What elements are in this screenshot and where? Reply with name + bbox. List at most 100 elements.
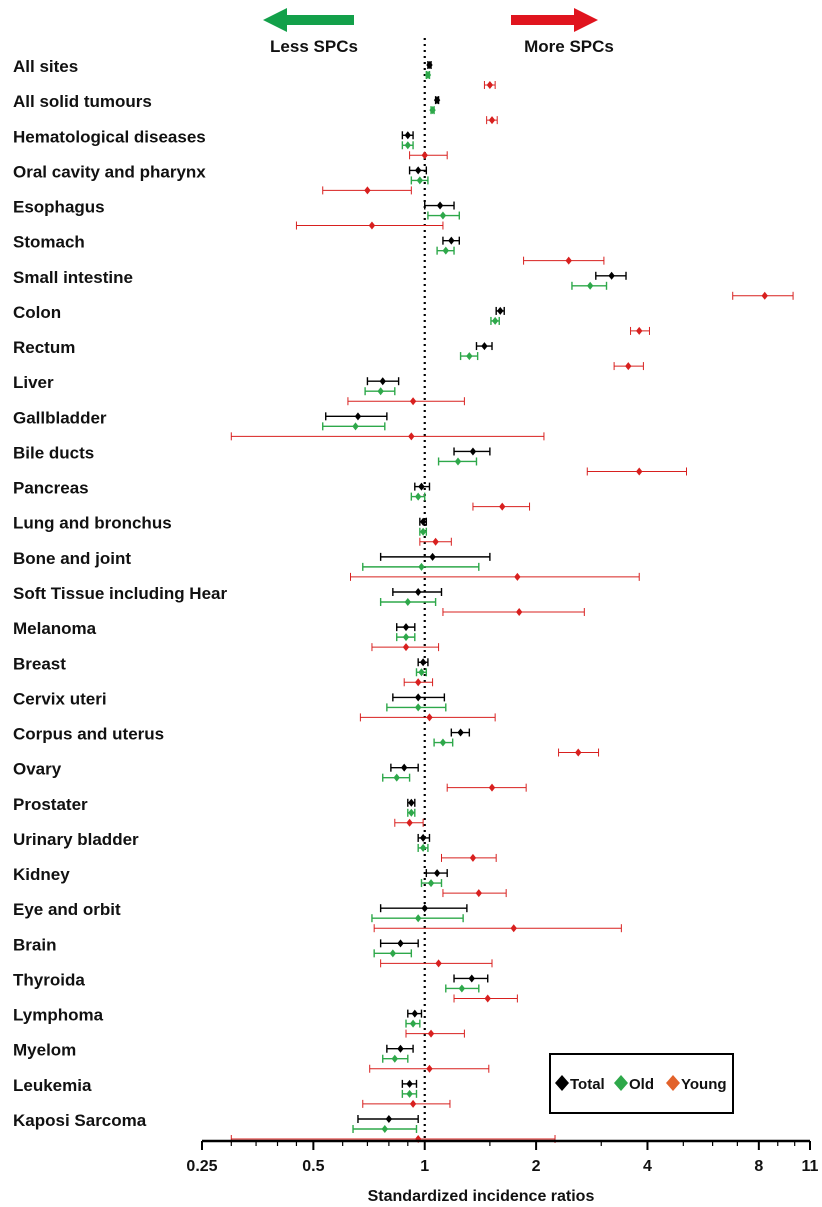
- point-young: [499, 502, 506, 511]
- legend-item-young: Young: [666, 1075, 727, 1093]
- point-young: [484, 994, 491, 1003]
- x-tick-label: 4: [643, 1158, 652, 1175]
- point-young: [427, 1029, 435, 1038]
- point-old: [424, 71, 432, 79]
- point-total: [436, 201, 444, 210]
- forest-rows: [230, 61, 794, 1143]
- ci-total: [357, 1115, 419, 1123]
- category-label: Lung and bronchus: [13, 514, 172, 533]
- point-young: [761, 291, 768, 300]
- legend-label: Young: [681, 1076, 727, 1093]
- point-old: [409, 1019, 417, 1028]
- ci-old: [364, 387, 396, 396]
- point-old: [389, 949, 397, 958]
- point-total: [481, 342, 488, 351]
- category-label: Gallbladder: [13, 408, 107, 427]
- category-label: Bile ducts: [13, 443, 94, 462]
- point-total: [468, 974, 475, 983]
- ci-total: [414, 482, 431, 491]
- point-total: [433, 869, 441, 878]
- point-total: [469, 447, 477, 456]
- point-young: [409, 397, 417, 406]
- ci-total: [407, 798, 416, 807]
- ci-old: [410, 176, 429, 185]
- category-label: Breast: [13, 654, 66, 673]
- category-label: Small intestine: [13, 268, 133, 287]
- green-left-arrow-icon: [263, 8, 354, 32]
- point-old: [408, 808, 415, 817]
- point-old: [416, 176, 424, 185]
- ci-total: [408, 166, 428, 175]
- ci-old: [373, 949, 413, 958]
- ci-total: [495, 306, 505, 315]
- less-spcs-label: Less SPCs: [270, 37, 358, 56]
- point-young: [515, 608, 523, 616]
- ci-old: [386, 703, 447, 712]
- point-total: [402, 623, 410, 632]
- ci-old: [379, 598, 437, 606]
- ci-young: [732, 291, 794, 300]
- ci-old: [417, 843, 429, 852]
- ci-young: [230, 432, 545, 441]
- ci-old: [407, 808, 416, 817]
- legend-marker-icon: [614, 1075, 628, 1091]
- ci-total: [407, 1009, 423, 1018]
- ci-total: [401, 131, 414, 140]
- x-axis-title: Standardized incidence ratios: [368, 1188, 595, 1205]
- legend-item-old: Old: [614, 1075, 654, 1093]
- point-total: [400, 763, 408, 772]
- point-total: [354, 412, 362, 421]
- legend-item-total: Total: [555, 1075, 605, 1093]
- category-label: Oral cavity and pharynx: [13, 162, 206, 181]
- category-labels: All sites All solid tumours Hematological …: [13, 57, 227, 1130]
- point-old: [404, 598, 412, 606]
- ci-total: [366, 377, 400, 386]
- category-label: Thyroida: [13, 970, 85, 989]
- x-tick-label: 8: [754, 1158, 763, 1175]
- ci-young: [441, 853, 497, 862]
- category-label: Lymphoma: [13, 1006, 104, 1025]
- ci-old: [371, 914, 464, 923]
- ci-total: [417, 833, 431, 842]
- point-old: [458, 984, 466, 993]
- point-young: [636, 326, 643, 335]
- category-label: Kaposi Sarcoma: [13, 1111, 147, 1130]
- ci-old: [571, 281, 608, 290]
- ci-young: [347, 397, 465, 406]
- ci-young: [613, 362, 644, 371]
- point-old: [418, 668, 425, 677]
- category-label: Leukemia: [13, 1076, 92, 1095]
- legend-label: Total: [570, 1076, 605, 1093]
- category-label: Ovary: [13, 760, 62, 779]
- ci-total: [401, 1079, 418, 1088]
- point-total: [404, 131, 412, 140]
- legend-marker-icon: [666, 1075, 680, 1091]
- point-old: [391, 1054, 398, 1063]
- ci-young: [586, 467, 688, 476]
- point-young: [409, 1099, 417, 1108]
- ci-total: [419, 517, 428, 526]
- ci-total: [325, 412, 388, 421]
- point-total: [408, 798, 415, 807]
- point-total: [379, 377, 386, 386]
- x-tick-label: 0.5: [302, 1158, 324, 1175]
- ci-total: [379, 552, 491, 561]
- point-old: [442, 246, 449, 255]
- ci-old: [396, 633, 416, 642]
- category-label: Rectum: [13, 338, 75, 357]
- ci-total: [425, 869, 448, 878]
- ci-young: [483, 81, 496, 89]
- category-label: All solid tumours: [13, 92, 152, 111]
- point-young: [514, 572, 521, 581]
- point-young: [426, 713, 433, 722]
- legend: Total Old Young: [549, 1053, 734, 1114]
- category-label: Prostater: [13, 795, 88, 814]
- category-label: Eye and orbit: [13, 900, 121, 919]
- point-old: [377, 387, 384, 396]
- ci-young: [359, 713, 496, 722]
- ci-young: [362, 1099, 451, 1108]
- category-label: Pancreas: [13, 479, 89, 498]
- ci-old: [415, 668, 428, 677]
- point-total: [426, 61, 433, 69]
